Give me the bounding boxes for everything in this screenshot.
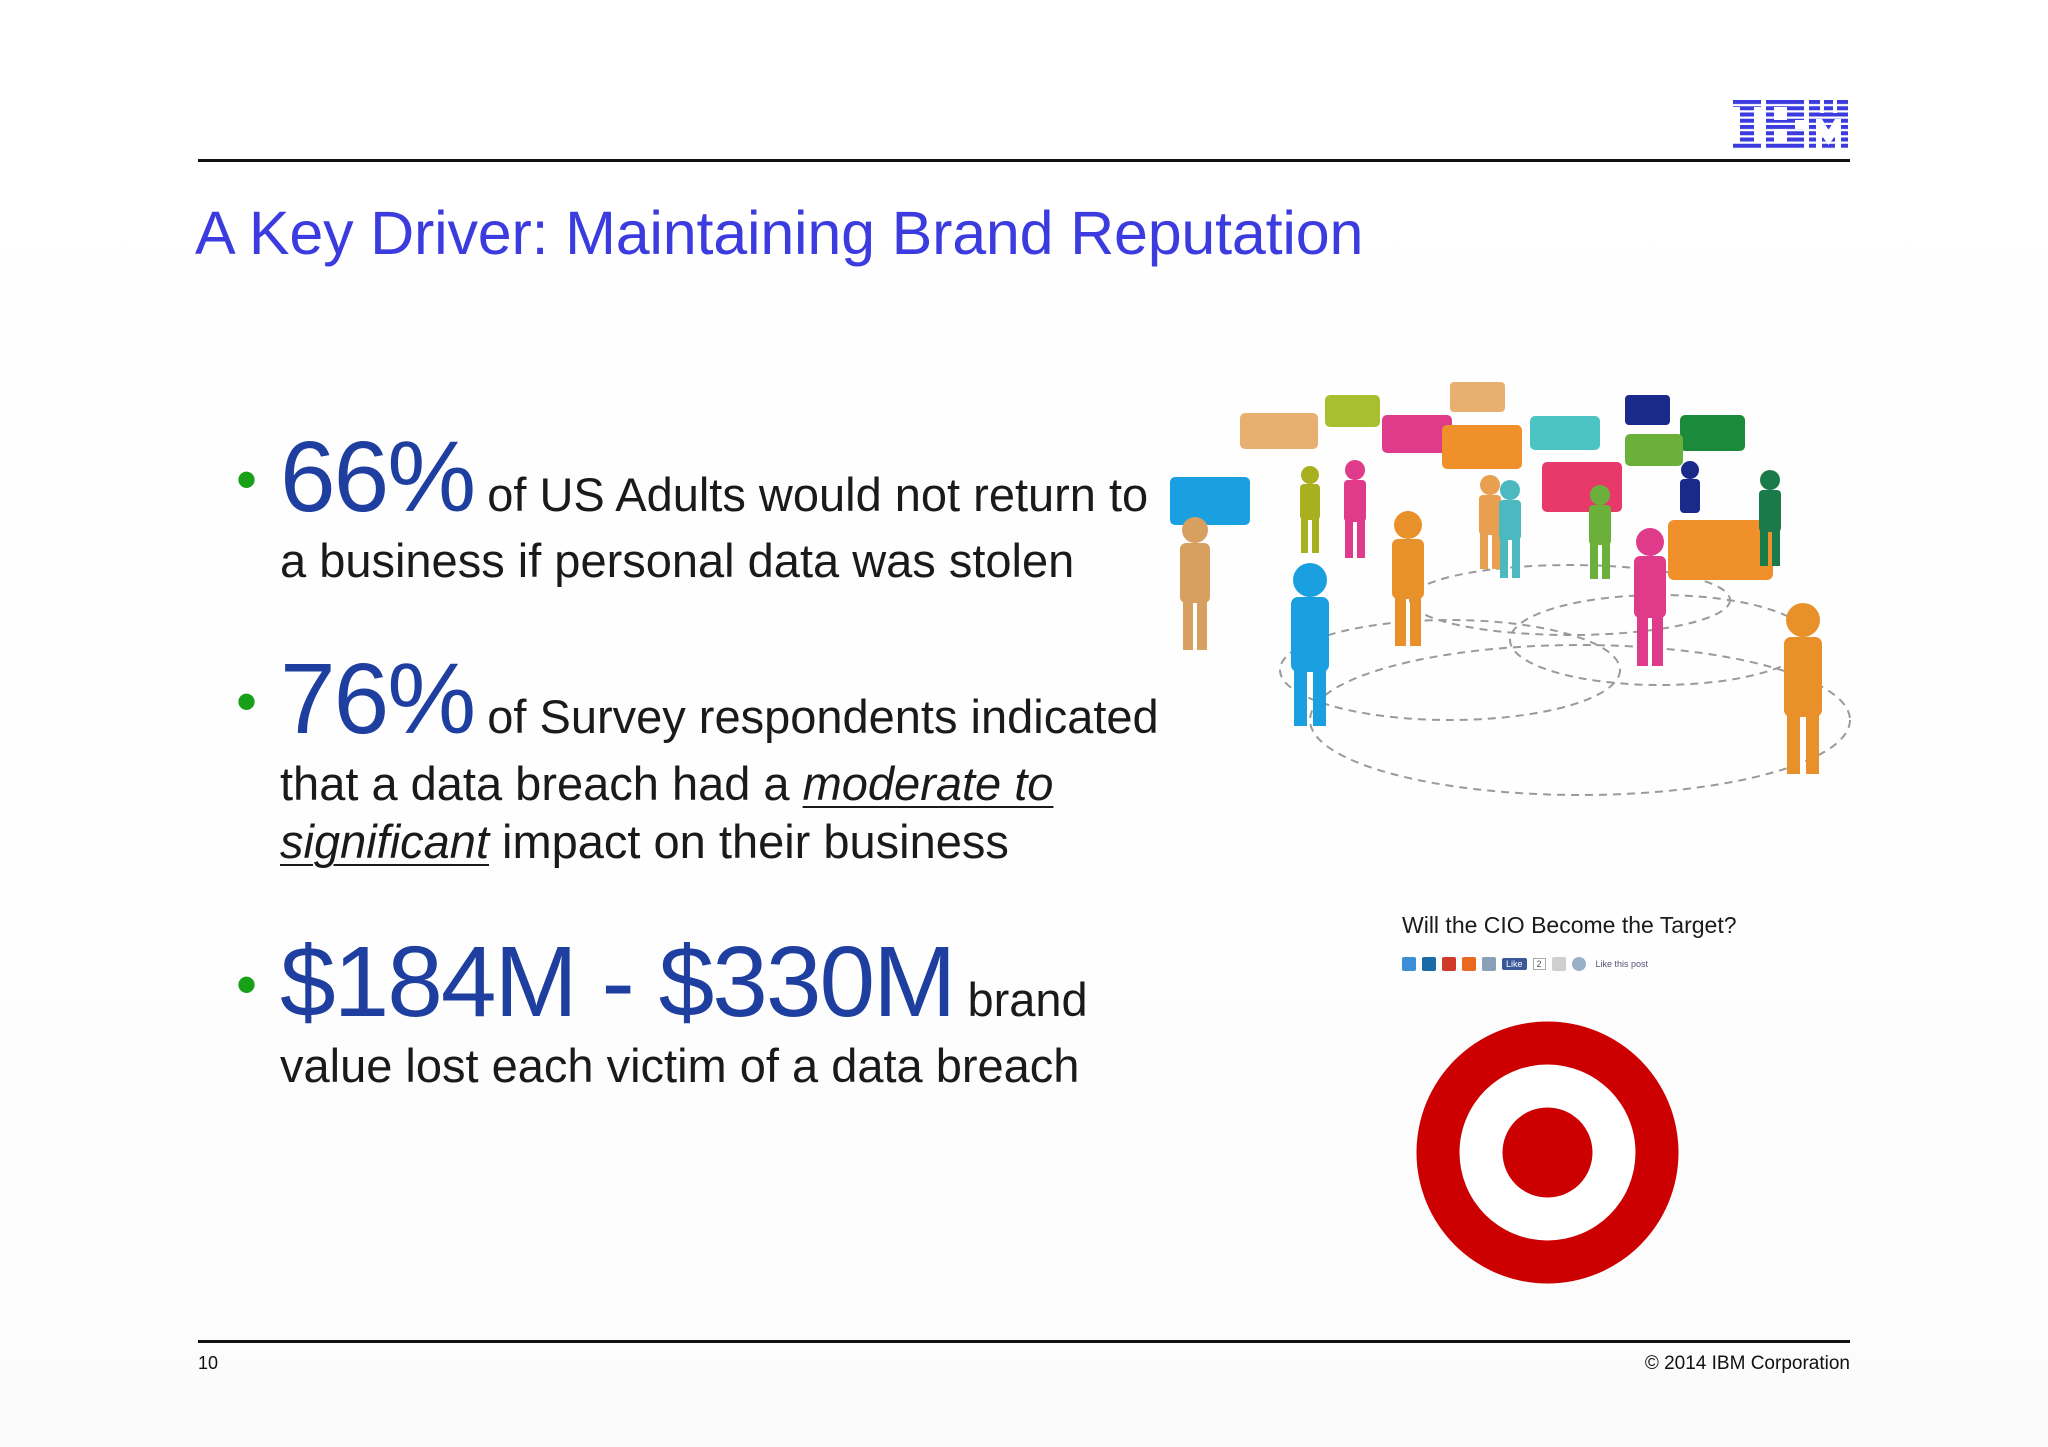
stat-76-percent: 76%: [280, 643, 476, 755]
page-number: 10: [198, 1353, 219, 1373]
copyright: © 2014 IBM Corporation: [1644, 1353, 1850, 1374]
slide-title: A Key Driver: Maintaining Brand Reputati…: [195, 199, 1364, 267]
bullet-text: brand: [954, 973, 1088, 1026]
like-this-post-link[interactable]: Like this post: [1595, 959, 1649, 969]
emphasis-moderate: moderate to: [802, 757, 1054, 810]
ibm-logo: [1733, 100, 1848, 150]
social-network-people-illustration: [1170, 382, 1851, 796]
twitter-icon[interactable]: [1402, 957, 1416, 971]
like-count: 2: [1532, 958, 1546, 970]
bullet-text-line3: significant impact on their business: [280, 815, 1009, 868]
social-share-bar[interactable]: Like 2 Like this post: [1402, 955, 1648, 973]
stumbleupon-icon[interactable]: [1462, 957, 1476, 971]
target-bullseye-logo: [1416, 1021, 1679, 1284]
people-figures: [1180, 460, 1822, 774]
linkedin-icon[interactable]: [1422, 957, 1436, 971]
email-icon[interactable]: [1551, 957, 1566, 971]
bullet-dot: •: [236, 446, 258, 513]
bullet-text-line2: value lost each victim of a data breach: [280, 1039, 1080, 1092]
top-divider: [198, 159, 1850, 162]
facebook-like-button[interactable]: Like: [1502, 958, 1527, 970]
bottom-divider: [198, 1340, 1850, 1343]
bullet-text: of Survey respondents indicated: [474, 690, 1159, 743]
google-plus-icon[interactable]: [1442, 957, 1456, 971]
stat-66-percent: 66%: [280, 421, 476, 533]
target-article-caption: Will the CIO Become the Target?: [1402, 912, 1737, 938]
bullet-text-line2: that a data breach had a moderate to: [280, 757, 1054, 810]
bullet-text-line2: a business if personal data was stolen: [280, 534, 1075, 587]
emphasis-significant: significant: [280, 815, 489, 868]
bullet-dot: •: [236, 668, 258, 735]
bullet-dot: •: [236, 951, 258, 1018]
speech-bubbles: [1170, 382, 1773, 580]
stat-brand-value-range: $184M - $330M: [280, 926, 956, 1038]
bullet-text: of US Adults would not return to: [474, 468, 1149, 521]
reddit-icon[interactable]: [1482, 957, 1496, 971]
thumbs-up-icon[interactable]: [1571, 957, 1586, 971]
